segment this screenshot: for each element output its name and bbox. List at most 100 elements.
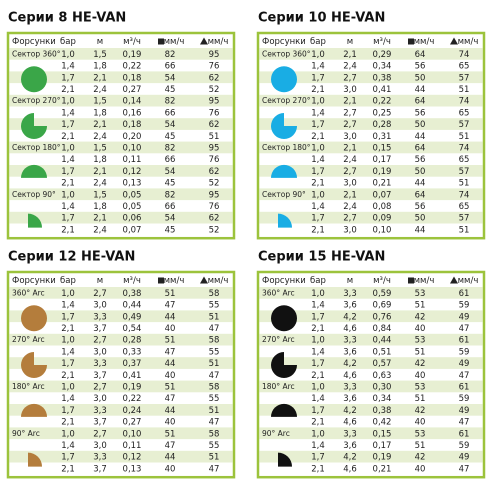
cell: 47	[209, 418, 220, 428]
cell: 2,4	[93, 225, 107, 235]
cell: 0,51	[373, 347, 392, 357]
cell: 3,6	[343, 441, 357, 451]
cell: 2,1	[93, 73, 107, 83]
cell: 0,44	[373, 336, 392, 346]
cell: 0,25	[373, 108, 392, 118]
cell: 2,4	[93, 179, 107, 189]
cell: 0,30	[373, 382, 392, 392]
row-band	[9, 71, 233, 84]
cell: 49	[459, 453, 470, 463]
row-band	[259, 287, 483, 299]
cell: 3,7	[93, 324, 107, 334]
cell: 1,4	[61, 394, 75, 404]
header-cell: м³/ч	[123, 276, 141, 286]
cell: 2,7	[93, 429, 107, 439]
cell: 51	[415, 347, 426, 357]
cell: 76	[209, 62, 220, 72]
cell: 51	[165, 382, 176, 392]
square-icon	[408, 38, 414, 45]
cell: 51	[165, 289, 176, 299]
cell: 2,4	[93, 132, 107, 142]
row-band	[259, 141, 483, 154]
cell: 0,11	[123, 155, 142, 165]
row-band	[9, 450, 233, 463]
cell: 1,4	[311, 301, 325, 311]
cell: 3,0	[93, 394, 107, 404]
cell: 45	[165, 179, 176, 189]
cell: 0,05	[123, 190, 142, 200]
cell: 61	[459, 289, 470, 299]
header-cell: мм/ч	[414, 276, 435, 286]
cell: 61	[459, 382, 470, 392]
cell: 2,4	[343, 202, 357, 212]
cell: 0,09	[373, 214, 392, 224]
cell: 1,4	[311, 155, 325, 165]
cell: 74	[459, 143, 470, 153]
cell: 3,3	[93, 359, 107, 369]
sector-icon	[28, 452, 42, 467]
cell: 1,0	[61, 50, 75, 60]
cell: 44	[415, 179, 426, 189]
cell: 2,1	[311, 464, 325, 474]
cell: 0,08	[373, 202, 392, 212]
cell: 3,7	[93, 464, 107, 474]
cell: 4,6	[343, 418, 357, 428]
cell: 2,7	[343, 167, 357, 177]
cell: 0,41	[123, 371, 142, 381]
cell: 4,6	[343, 324, 357, 334]
cell: 51	[459, 132, 470, 142]
cell: 1,7	[61, 359, 75, 369]
cell: 53	[415, 429, 426, 439]
group-label: 180° Arc	[262, 382, 295, 391]
cell: 64	[415, 143, 426, 153]
cell: 40	[165, 324, 176, 334]
cell: 1,8	[93, 155, 107, 165]
cell: 52	[209, 225, 220, 235]
cell: 2,1	[311, 225, 325, 235]
cell: 0,07	[123, 225, 142, 235]
header-cell: мм/ч	[414, 37, 435, 47]
cell: 1,5	[93, 50, 107, 60]
cell: 65	[459, 108, 470, 118]
cell: 2,1	[311, 371, 325, 381]
cell: 0,28	[373, 120, 392, 130]
cell: 44	[165, 406, 176, 416]
cell: 2,1	[343, 50, 357, 60]
group-label: 180° Arc	[12, 382, 45, 391]
cell: 1,8	[93, 202, 107, 212]
row-band	[259, 357, 483, 369]
cell: 1,7	[61, 312, 75, 322]
cell: 4,2	[343, 359, 357, 369]
cell: 1,7	[61, 73, 75, 83]
cell: 1,4	[311, 347, 325, 357]
cell: 51	[165, 336, 176, 346]
cell: 1,7	[311, 214, 325, 224]
cell: 51	[165, 429, 176, 439]
header-cell: м	[97, 37, 103, 47]
cell: 1,7	[311, 73, 325, 83]
header-cell: м³/ч	[373, 37, 391, 47]
cell: 51	[209, 406, 220, 416]
cell: 2,7	[93, 289, 107, 299]
cell: 1,4	[61, 108, 75, 118]
cell: 1,7	[311, 167, 325, 177]
cell: 50	[415, 214, 426, 224]
cell: 2,1	[93, 120, 107, 130]
group-label: 360° Arc	[262, 288, 295, 297]
cell: 1,5	[93, 190, 107, 200]
cell: 0,07	[373, 190, 392, 200]
header-cell: Форсунки	[12, 276, 56, 286]
cell: 0,22	[123, 394, 142, 404]
cell: 66	[165, 155, 176, 165]
cell: 2,1	[93, 167, 107, 177]
cell: 0,13	[123, 179, 142, 189]
header-cell: м³/ч	[373, 276, 391, 286]
cell: 65	[459, 62, 470, 72]
cell: 53	[415, 289, 426, 299]
row-band	[259, 48, 483, 60]
cell: 74	[459, 97, 470, 107]
panel-frame	[256, 270, 486, 479]
cell: 74	[459, 50, 470, 60]
cell: 0,17	[373, 441, 392, 451]
cell: 0,19	[123, 50, 142, 60]
